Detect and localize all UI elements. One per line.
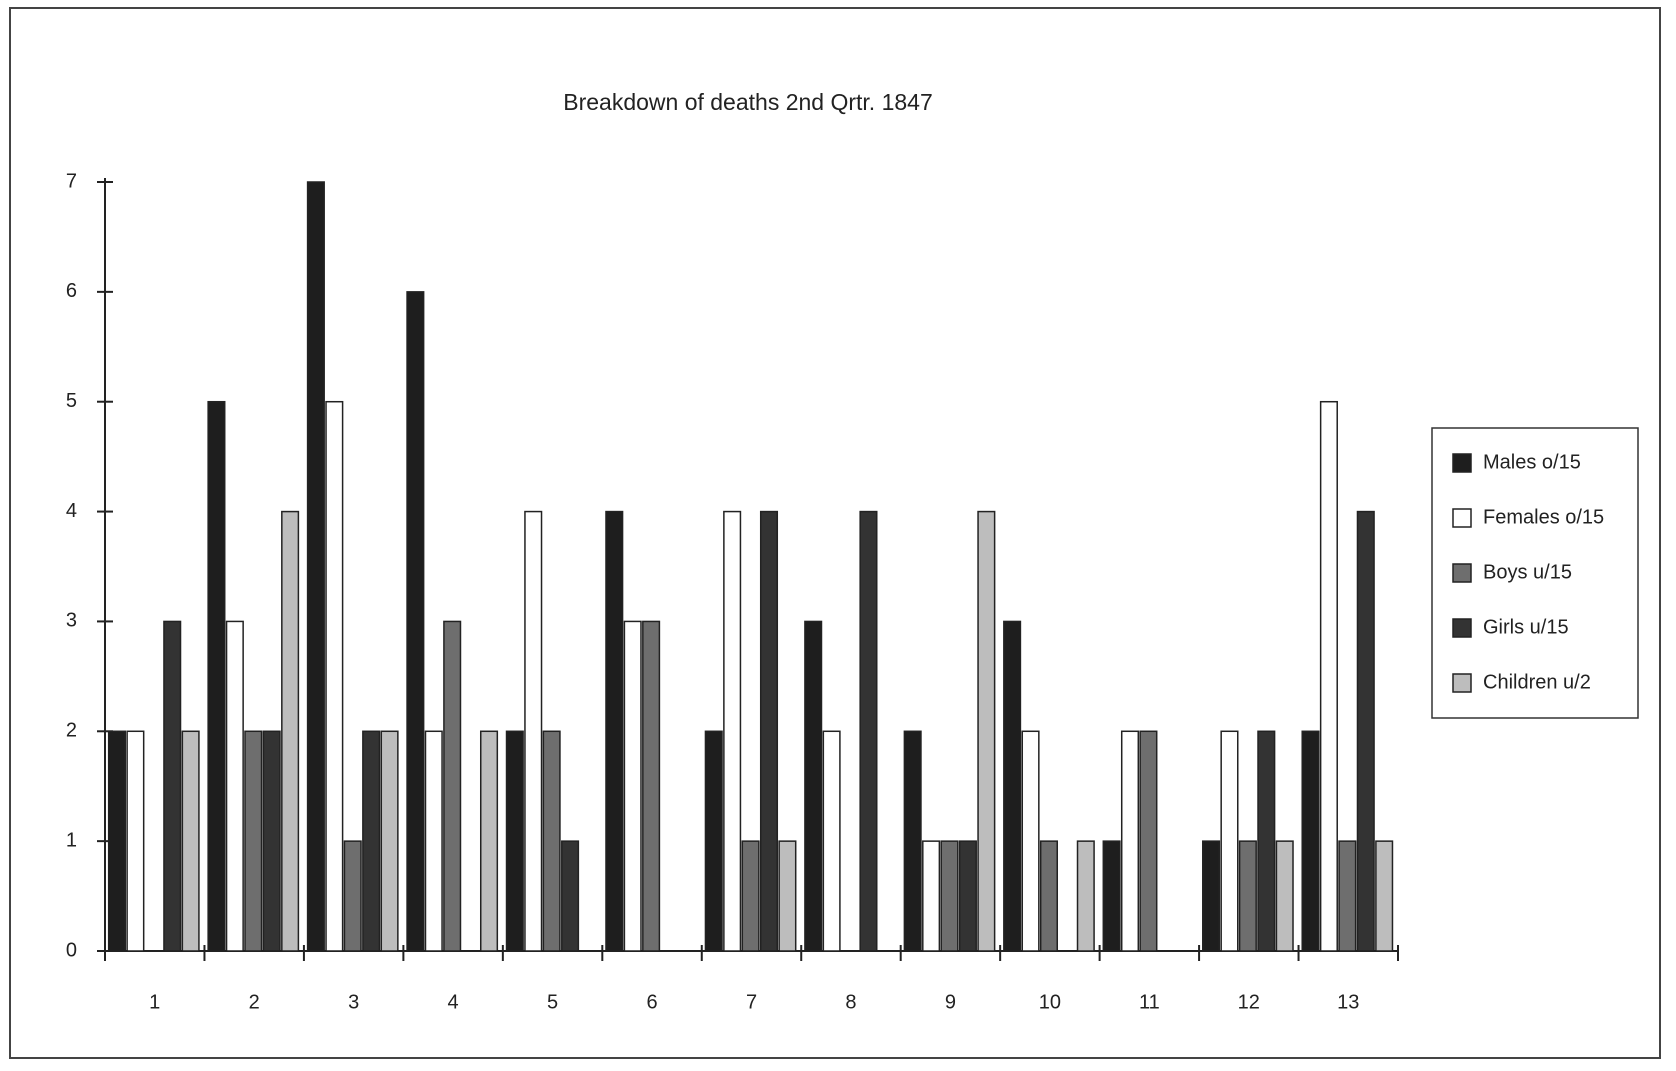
bar xyxy=(741,840,760,952)
bar xyxy=(977,510,996,952)
y-tick-label: 4 xyxy=(66,500,77,522)
bar xyxy=(778,840,797,952)
bar xyxy=(281,510,300,952)
bar xyxy=(958,840,977,952)
bar xyxy=(822,730,841,952)
bar xyxy=(163,620,182,952)
bar xyxy=(723,510,742,952)
bar xyxy=(207,400,226,952)
bar xyxy=(1120,730,1140,952)
x-tick-label: 1 xyxy=(149,991,160,1013)
bar xyxy=(1102,840,1121,952)
bar xyxy=(623,620,642,952)
bar xyxy=(940,840,959,952)
legend-swatch xyxy=(1452,563,1472,583)
bar xyxy=(922,840,941,952)
x-tick-label: 9 xyxy=(945,991,956,1013)
y-tick-label: 0 xyxy=(66,939,77,961)
bar xyxy=(306,181,325,952)
bar xyxy=(443,620,462,952)
bar xyxy=(362,730,381,952)
y-tick-label: 1 xyxy=(66,829,77,851)
x-tick-label: 13 xyxy=(1337,991,1359,1013)
bar xyxy=(1375,840,1394,952)
legend-label: Females o/15 xyxy=(1483,506,1604,528)
bar xyxy=(1301,730,1320,952)
bar xyxy=(126,730,145,952)
legend-label: Girls u/15 xyxy=(1483,616,1569,638)
frame xyxy=(9,7,1661,1059)
bar xyxy=(1039,840,1059,952)
bar xyxy=(244,730,263,952)
x-tick-label: 10 xyxy=(1039,991,1061,1013)
x-tick-label: 7 xyxy=(746,991,757,1013)
x-tick-label: 11 xyxy=(1139,991,1160,1013)
bar xyxy=(605,510,624,952)
bar xyxy=(759,510,779,952)
legend-swatch xyxy=(1452,453,1472,473)
bar xyxy=(225,620,244,952)
bar xyxy=(380,730,399,952)
bar xyxy=(1356,510,1375,952)
legend-swatch xyxy=(1452,618,1472,638)
bar xyxy=(1003,620,1022,952)
bar xyxy=(1257,730,1276,952)
bar xyxy=(804,620,823,952)
x-tick-label: 4 xyxy=(448,991,459,1013)
bar xyxy=(107,730,127,952)
bar xyxy=(1275,840,1294,952)
bar xyxy=(343,840,362,952)
bar xyxy=(1139,730,1158,952)
legend-label: Boys u/15 xyxy=(1483,561,1572,583)
bar xyxy=(704,730,723,952)
y-tick-label: 2 xyxy=(66,720,77,742)
bar xyxy=(406,291,425,952)
legend-label: Males o/15 xyxy=(1483,451,1581,473)
bar xyxy=(1338,840,1357,952)
x-tick-label: 12 xyxy=(1238,991,1260,1013)
bar xyxy=(424,730,443,952)
bar xyxy=(1202,840,1221,952)
y-tick-label: 5 xyxy=(66,390,77,412)
bar xyxy=(1319,400,1338,952)
y-tick-label: 6 xyxy=(66,280,77,302)
bar xyxy=(1220,730,1239,952)
chart-title: Breakdown of deaths 2nd Qrtr. 1847 xyxy=(563,89,933,115)
y-tick-label: 3 xyxy=(66,610,77,632)
bar xyxy=(1076,840,1095,952)
x-tick-label: 6 xyxy=(646,991,657,1013)
legend-swatch xyxy=(1452,508,1472,528)
bar xyxy=(859,510,878,952)
bar xyxy=(1238,840,1257,952)
x-tick-label: 5 xyxy=(547,991,558,1013)
bar xyxy=(325,400,344,952)
x-tick-label: 8 xyxy=(845,991,856,1013)
bar xyxy=(542,730,561,952)
bar xyxy=(479,730,499,952)
bar xyxy=(505,730,524,952)
y-tick-label: 7 xyxy=(66,170,77,192)
bar xyxy=(524,510,543,952)
bar xyxy=(903,730,922,952)
bar xyxy=(642,620,661,952)
bar xyxy=(1021,730,1040,952)
x-tick-label: 2 xyxy=(249,991,260,1013)
legend-swatch xyxy=(1452,673,1472,693)
legend-label: Children u/2 xyxy=(1483,671,1591,693)
x-tick-label: 3 xyxy=(348,991,359,1013)
bar xyxy=(181,730,200,952)
bar xyxy=(561,840,580,952)
bar xyxy=(262,730,281,952)
